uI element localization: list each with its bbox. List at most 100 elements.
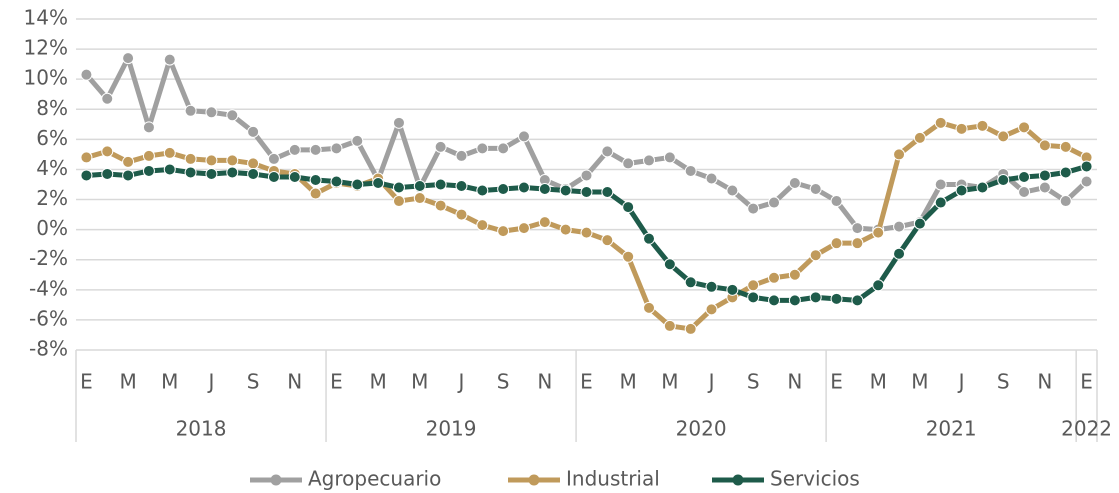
- data-point: [705, 280, 718, 293]
- data-point: [163, 163, 176, 176]
- y-tick-label: 8%: [36, 96, 68, 120]
- data-point: [288, 143, 301, 156]
- data-point: [476, 219, 489, 232]
- data-point: [122, 155, 135, 168]
- year-label: 2018: [176, 417, 227, 441]
- data-point: [768, 196, 781, 209]
- data-point: [872, 279, 885, 292]
- data-point: [643, 301, 656, 314]
- data-point: [247, 157, 260, 170]
- data-point: [684, 276, 697, 289]
- data-point: [913, 217, 926, 230]
- data-point: [517, 222, 530, 235]
- data-point: [497, 225, 510, 238]
- y-tick-label: 4%: [36, 156, 68, 180]
- x-tick-label: M: [911, 370, 928, 394]
- data-point: [101, 167, 114, 180]
- data-point: [267, 170, 280, 183]
- data-point: [309, 187, 322, 200]
- x-tick-label: J: [707, 370, 715, 394]
- x-tick-label: J: [206, 370, 214, 394]
- year-label: 2019: [426, 417, 477, 441]
- y-tick-label: -8%: [29, 337, 68, 361]
- y-tick-label: 2%: [36, 186, 68, 210]
- data-point: [392, 181, 405, 194]
- data-point: [788, 176, 801, 189]
- data-point: [559, 184, 572, 197]
- x-tick-label: E: [80, 370, 93, 394]
- data-point: [163, 146, 176, 159]
- data-point: [913, 131, 926, 144]
- data-point: [476, 142, 489, 155]
- x-tick-label: E: [580, 370, 593, 394]
- data-point: [976, 119, 989, 132]
- data-point: [976, 181, 989, 194]
- y-tick-label: 6%: [36, 126, 68, 150]
- data-point: [809, 183, 822, 196]
- data-point: [247, 167, 260, 180]
- data-point: [830, 237, 843, 250]
- data-point: [1038, 139, 1051, 152]
- data-point: [80, 169, 93, 182]
- x-tick-label: E: [830, 370, 843, 394]
- legend-marker: [270, 474, 282, 486]
- x-tick-label: S: [997, 370, 1010, 394]
- data-point: [309, 173, 322, 186]
- x-tick-label: M: [161, 370, 178, 394]
- data-point: [934, 116, 947, 129]
- data-point: [559, 223, 572, 236]
- x-tick-label: S: [247, 370, 260, 394]
- data-point: [1038, 181, 1051, 194]
- x-tick-label: E: [1080, 370, 1093, 394]
- data-point: [997, 130, 1010, 143]
- data-point: [497, 142, 510, 155]
- data-point: [309, 143, 322, 156]
- data-point: [851, 237, 864, 250]
- data-point: [247, 125, 260, 138]
- data-point: [788, 294, 801, 307]
- x-tick-label: M: [411, 370, 428, 394]
- data-point: [1080, 175, 1093, 188]
- data-point: [1018, 121, 1031, 134]
- data-point: [163, 53, 176, 66]
- data-point: [1018, 186, 1031, 199]
- legend-label: Agropecuario: [308, 467, 441, 491]
- x-tick-label: J: [957, 370, 965, 394]
- x-tick-label: M: [119, 370, 136, 394]
- data-point: [1059, 166, 1072, 179]
- data-point: [622, 157, 635, 170]
- data-point: [663, 319, 676, 332]
- x-tick-label: M: [661, 370, 678, 394]
- data-point: [893, 247, 906, 260]
- year-label: 2022: [1061, 417, 1112, 441]
- x-tick-label: M: [620, 370, 637, 394]
- y-tick-label: 14%: [24, 6, 68, 30]
- data-point: [934, 178, 947, 191]
- data-point: [872, 226, 885, 239]
- x-tick-label: N: [287, 370, 302, 394]
- data-point: [768, 294, 781, 307]
- data-point: [226, 166, 239, 179]
- data-point: [351, 178, 364, 191]
- data-point: [663, 151, 676, 164]
- year-label: 2020: [676, 417, 727, 441]
- data-point: [997, 173, 1010, 186]
- data-point: [893, 148, 906, 161]
- data-point: [122, 169, 135, 182]
- data-point: [517, 130, 530, 143]
- x-tick-label: E: [330, 370, 343, 394]
- y-tick-label: -4%: [29, 276, 68, 300]
- data-point: [1059, 195, 1072, 208]
- data-point: [663, 258, 676, 271]
- data-point: [643, 154, 656, 167]
- x-tick-label: N: [1037, 370, 1052, 394]
- data-point: [893, 220, 906, 233]
- data-point: [851, 294, 864, 307]
- data-point: [747, 202, 760, 215]
- data-point: [205, 106, 218, 119]
- data-point: [955, 184, 968, 197]
- y-tick-label: 0%: [36, 216, 68, 240]
- data-point: [288, 170, 301, 183]
- data-point: [392, 195, 405, 208]
